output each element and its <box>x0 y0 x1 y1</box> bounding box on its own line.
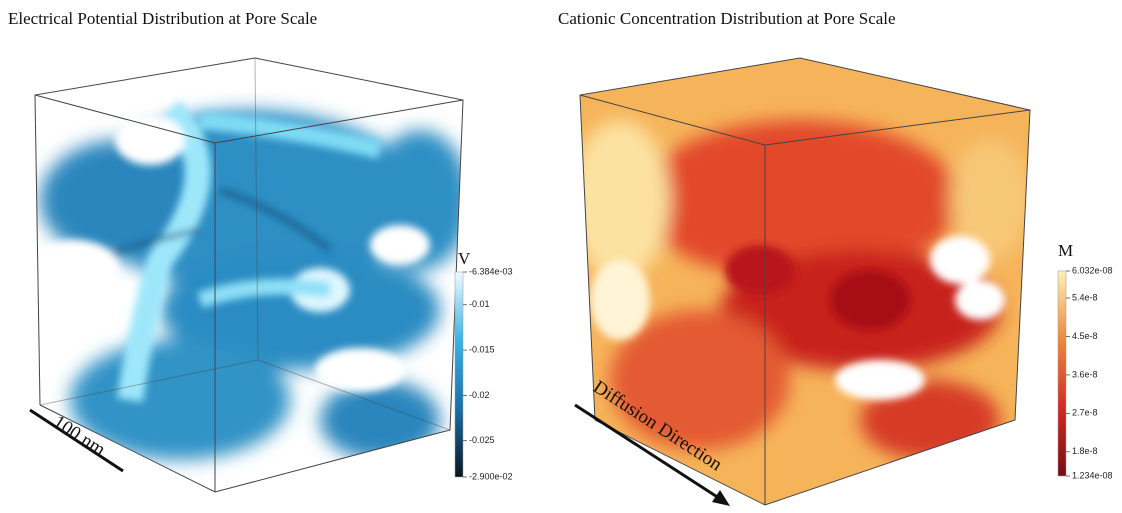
colorbar <box>1058 271 1066 476</box>
colorbar-unit: V <box>458 249 471 268</box>
figure: Electrical Potential Distribution at Por… <box>0 0 1122 513</box>
colorbar-tick-label: 4.5e-8 <box>1072 331 1098 341</box>
colorbar-tick-label: -6.384e-03 <box>469 266 513 276</box>
colorbar-tick-label: 3.6e-8 <box>1072 369 1098 379</box>
panel-title: Electrical Potential Distribution at Por… <box>8 9 317 28</box>
colorbar-tick-label: -0.01 <box>469 299 490 309</box>
colorbar-tick-label: -2.900e-02 <box>469 471 513 481</box>
colorbar <box>455 272 463 477</box>
colorbar-tick-label: 1.234e-08 <box>1072 470 1113 480</box>
colorbar-tick-label: 5.4e-8 <box>1072 292 1098 302</box>
colorbar-unit: M <box>1058 241 1073 260</box>
arrow-head <box>712 490 730 506</box>
colorbar-tick-label: -0.015 <box>469 344 495 354</box>
concentration-rendering <box>570 50 1040 510</box>
colorbar-tick-label: -0.025 <box>469 435 495 445</box>
panel-title: Cationic Concentration Distribution at P… <box>558 9 896 28</box>
colorbar-tick-label: 1.8e-8 <box>1072 446 1098 456</box>
colorbar-tick-label: 2.7e-8 <box>1072 408 1098 418</box>
colorbar-tick-label: 6.032e-08 <box>1072 265 1113 275</box>
colorbar-tick-label: -0.02 <box>469 390 490 400</box>
potential-rendering <box>30 110 470 460</box>
